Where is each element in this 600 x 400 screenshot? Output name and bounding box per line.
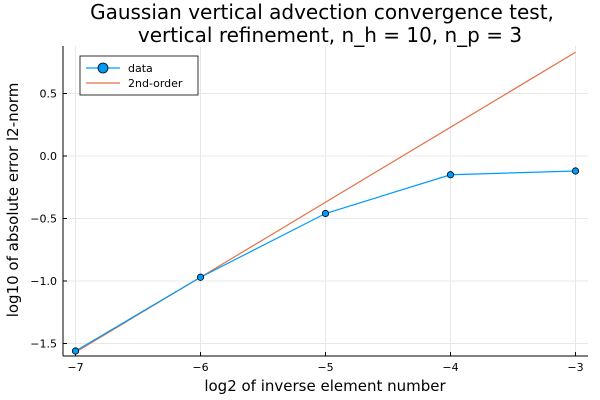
data-point xyxy=(71,347,80,355)
chart-title-line-2: vertical refinement, n_h = 10, n_p = 3 xyxy=(138,23,522,47)
chart-title-line-1: Gaussian vertical advection convergence … xyxy=(90,0,554,24)
x-tick-label: −7 xyxy=(67,361,83,374)
x-tick-label: −6 xyxy=(192,361,208,374)
y-tick-label: −0.5 xyxy=(30,213,57,226)
x-tick-label: −3 xyxy=(567,361,583,374)
axes: −7 −6 −5 −4 −3 −1.5 −1.0 −0.5 0.0 0.5 xyxy=(30,46,588,374)
grid xyxy=(63,46,588,356)
x-tick-label: −4 xyxy=(442,361,458,374)
legend-label-2nd-order: 2nd-order xyxy=(128,77,183,90)
y-tick-label: 0.5 xyxy=(40,88,58,101)
data-point xyxy=(321,209,330,218)
y-axis-label: log10 of absolute error l2-norm xyxy=(4,83,22,318)
y-tick-label: −1.0 xyxy=(30,275,57,288)
plot-area xyxy=(71,51,580,355)
legend-data-marker xyxy=(97,62,109,74)
data-point xyxy=(446,171,455,179)
y-tick-label: 0.0 xyxy=(40,150,58,163)
data-point xyxy=(571,167,580,175)
data-point xyxy=(196,273,205,281)
y-tick-label: −1.5 xyxy=(30,338,57,351)
legend-box xyxy=(79,55,199,96)
legend-label-data: data xyxy=(128,62,153,75)
x-axis-label: log2 of inverse element number xyxy=(204,377,446,395)
x-tick-label: −5 xyxy=(317,361,333,374)
legend: data 2nd-order xyxy=(79,55,199,96)
